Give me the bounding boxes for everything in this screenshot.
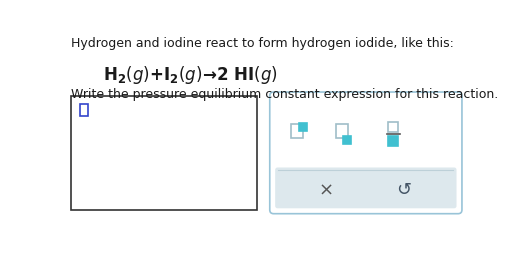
- Bar: [388, 122, 399, 132]
- Bar: [336, 124, 348, 138]
- Text: Hydrogen and iodine react to form hydrogen iodide, like this:: Hydrogen and iodine react to form hydrog…: [71, 37, 453, 50]
- Bar: [290, 124, 303, 138]
- FancyBboxPatch shape: [275, 167, 456, 208]
- Bar: [71, 96, 256, 210]
- Text: $\bf{H}_2$$\it{(g)}$$\bf{+I}_2$$\it{(g)}$$\bf{\!\rightarrow\!2\ HI}$$\it{(g)}$: $\bf{H}_2$$\it{(g)}$$\bf{+I}_2$$\it{(g)}…: [103, 63, 278, 86]
- Bar: [388, 136, 399, 146]
- Text: Write the pressure equilibrium constant expression for this reaction.: Write the pressure equilibrium constant …: [71, 88, 498, 101]
- Text: ↺: ↺: [396, 181, 411, 199]
- Bar: [299, 123, 307, 131]
- FancyBboxPatch shape: [270, 92, 462, 214]
- Bar: [344, 136, 351, 144]
- Text: ×: ×: [319, 181, 334, 199]
- Bar: [80, 104, 89, 116]
